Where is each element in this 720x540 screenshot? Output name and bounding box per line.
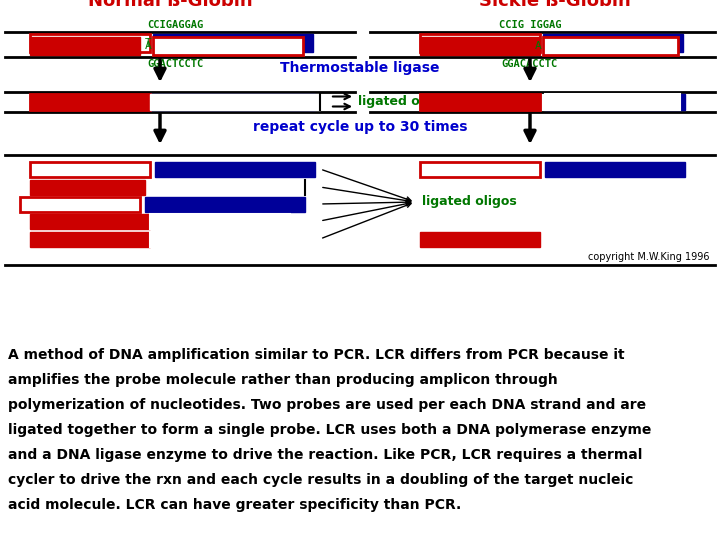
- Bar: [545, 94, 685, 110]
- Bar: [30, 232, 150, 247]
- Text: A: A: [145, 41, 151, 51]
- Text: T: T: [535, 38, 541, 48]
- Bar: [420, 37, 540, 55]
- Bar: [150, 232, 295, 247]
- Text: repeat cycle up to 30 times: repeat cycle up to 30 times: [253, 119, 467, 133]
- Text: GGACTCCTC: GGACTCCTC: [147, 59, 203, 69]
- Bar: [153, 37, 303, 55]
- Bar: [545, 162, 685, 177]
- Bar: [545, 232, 675, 247]
- Text: GGACACCTC: GGACACCTC: [502, 59, 558, 69]
- Text: ligated oligos: ligated oligos: [422, 195, 517, 208]
- Bar: [30, 214, 150, 229]
- Bar: [30, 37, 140, 55]
- Text: A: A: [535, 41, 541, 51]
- Bar: [30, 94, 150, 110]
- Bar: [150, 94, 320, 110]
- Bar: [545, 94, 680, 110]
- Text: polymerization of nucleotides. Two probes are used per each DNA strand and are: polymerization of nucleotides. Two probe…: [8, 398, 646, 412]
- Bar: [543, 37, 678, 55]
- Text: cycler to drive the rxn and each cycle results in a doubling of the target nucle: cycler to drive the rxn and each cycle r…: [8, 473, 634, 487]
- Text: A method of DNA amplification similar to PCR. LCR differs from PCR because it: A method of DNA amplification similar to…: [8, 348, 625, 362]
- Bar: [30, 162, 150, 177]
- Text: acid molecule. LCR can have greater specificity than PCR.: acid molecule. LCR can have greater spec…: [8, 498, 462, 512]
- Bar: [153, 34, 313, 52]
- Text: Sickle ß-Globin: Sickle ß-Globin: [479, 0, 631, 10]
- Bar: [420, 94, 540, 110]
- Bar: [420, 162, 540, 177]
- Bar: [150, 214, 290, 229]
- Text: Thermostable ligase: Thermostable ligase: [280, 61, 440, 75]
- Text: and a DNA ligase enzyme to drive the reaction. Like PCR, LCR requires a thermal: and a DNA ligase enzyme to drive the rea…: [8, 448, 642, 462]
- Bar: [20, 197, 140, 212]
- Bar: [30, 180, 145, 195]
- Text: amplifies the probe molecule rather than producing amplicon through: amplifies the probe molecule rather than…: [8, 373, 558, 387]
- Text: ligated together to form a single probe. LCR uses both a DNA polymerase enzyme: ligated together to form a single probe.…: [8, 423, 652, 437]
- Text: CCIGAGGAG: CCIGAGGAG: [147, 20, 203, 30]
- Bar: [30, 34, 150, 52]
- Bar: [150, 94, 315, 110]
- Bar: [420, 94, 540, 110]
- Text: Normal ß-Globin: Normal ß-Globin: [88, 0, 252, 10]
- Text: CCIG IGGAG: CCIG IGGAG: [499, 20, 562, 30]
- Text: ligated oligos: ligated oligos: [358, 95, 453, 108]
- Bar: [150, 180, 305, 195]
- Bar: [30, 94, 150, 110]
- Bar: [420, 232, 540, 247]
- Bar: [155, 162, 315, 177]
- Bar: [543, 34, 683, 52]
- Bar: [420, 34, 540, 52]
- Text: T: T: [145, 38, 151, 48]
- Bar: [145, 197, 305, 212]
- Text: copyright M.W.King 1996: copyright M.W.King 1996: [588, 252, 710, 262]
